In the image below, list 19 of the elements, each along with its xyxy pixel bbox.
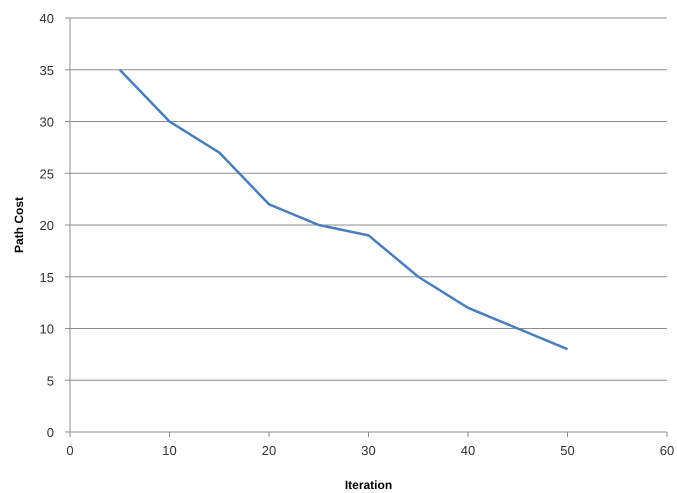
x-tick-label: 10 bbox=[162, 443, 177, 458]
y-tick-label: 40 bbox=[40, 11, 54, 26]
x-tick-label: 0 bbox=[66, 443, 74, 458]
y-tick-label: 0 bbox=[46, 425, 54, 440]
y-tick-label: 5 bbox=[46, 373, 54, 388]
x-tick-label: 50 bbox=[560, 443, 575, 458]
line-series bbox=[118, 68, 569, 350]
y-tick-label: 15 bbox=[40, 270, 54, 285]
y-tick-label: 30 bbox=[40, 114, 54, 130]
y-axis-title: Path Cost bbox=[12, 196, 26, 254]
y-tick-label: 10 bbox=[40, 322, 54, 336]
y-tick-label: 20 bbox=[40, 218, 54, 233]
y-tick-label: 35 bbox=[40, 62, 54, 78]
x-tick-label: 20 bbox=[262, 443, 276, 458]
x-tick-label: 60 bbox=[660, 443, 674, 458]
x-tick-label: 40 bbox=[460, 443, 476, 458]
x-axis-title: Iteration bbox=[344, 478, 392, 492]
y-tick-label: 25 bbox=[40, 166, 54, 182]
x-tick-label: 30 bbox=[361, 443, 376, 458]
